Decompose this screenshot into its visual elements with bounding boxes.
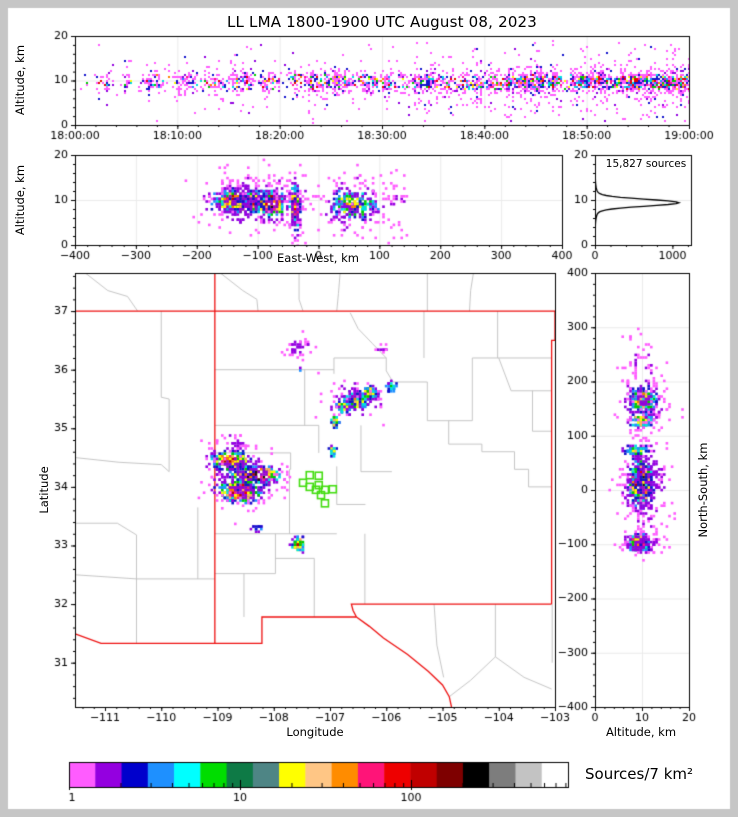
ew-height-ylabel: Altitude, km — [13, 164, 27, 236]
ns-height-xlabel: Altitude, km — [605, 725, 677, 739]
map-xlabel: Longitude — [286, 725, 344, 739]
time-height-ylabel: Altitude, km — [13, 44, 27, 116]
ns-height-ylabel: North-South, km — [696, 442, 710, 538]
page-title: LL LMA 1800-1900 UTC August 08, 2023 — [226, 13, 538, 31]
histogram-annotation: 15,827 sources — [605, 158, 687, 170]
map-ylabel: Latitude — [37, 466, 51, 514]
ew-height-xlabel: East-West, km — [277, 251, 359, 265]
colorbar-label: Sources/7 km² — [585, 765, 694, 783]
